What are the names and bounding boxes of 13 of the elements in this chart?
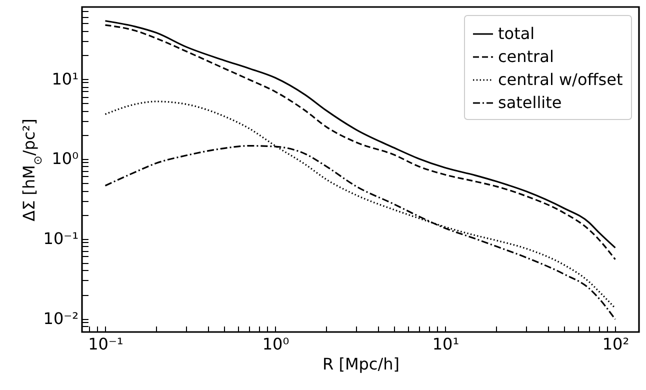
y-tick-label: 10⁻¹ (43, 229, 78, 248)
x-tick-label: 10⁰ (262, 334, 290, 354)
x-axis-title: R [Mpc/h] (322, 354, 400, 374)
legend-label: central w/offset (498, 70, 623, 89)
y-tick-label: 10¹ (52, 69, 78, 88)
legend-label: satellite (498, 93, 562, 112)
y-tick-label: 10⁻² (43, 309, 78, 328)
y-tick-label: 10⁰ (52, 149, 78, 168)
legend-label: total (498, 24, 535, 43)
x-tick-label: 10¹ (432, 334, 460, 354)
x-tick-label: 10² (602, 334, 630, 354)
legend-label: central (498, 47, 554, 66)
x-tick-label: 10⁻¹ (88, 334, 124, 354)
